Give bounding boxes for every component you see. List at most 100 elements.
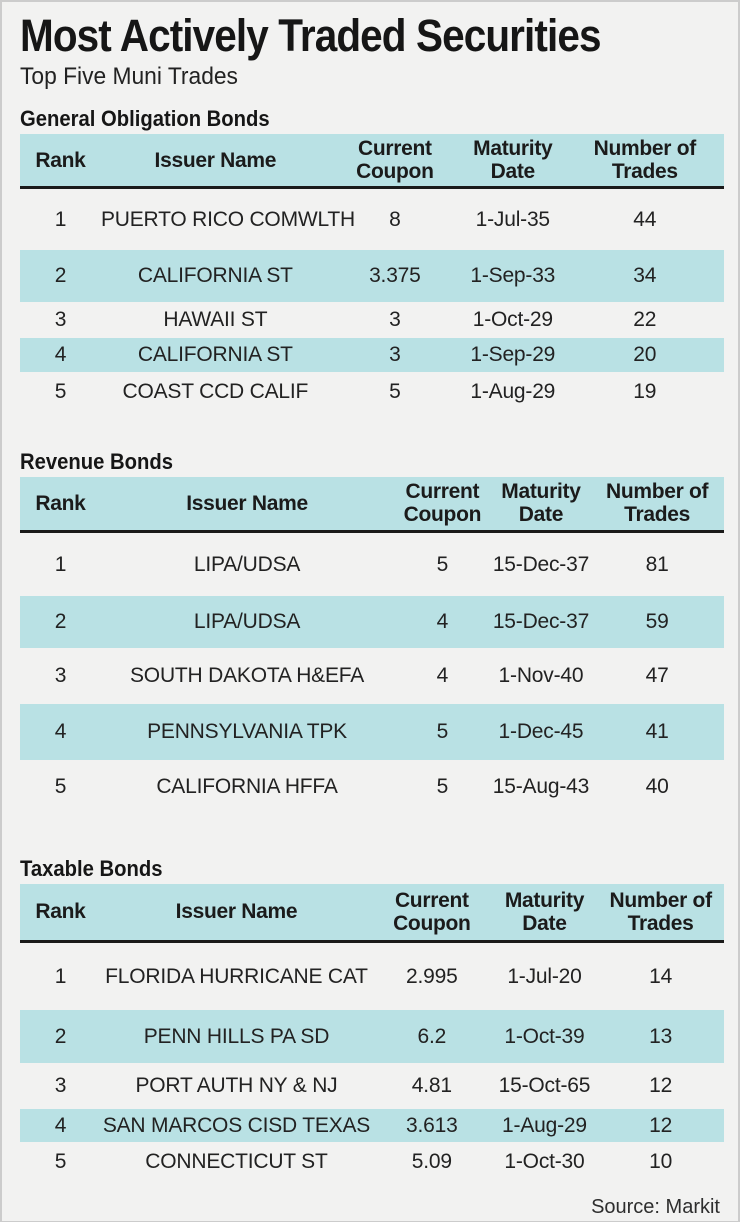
section-heading: Taxable Bonds bbox=[20, 855, 720, 881]
maturity-date-cell: 1-Oct-29 bbox=[472, 308, 553, 331]
taxable-bonds-table: Rank Issuer Name Current Coupon Maturity Da… bbox=[20, 883, 724, 1182]
number-of-trades-cell: 81 bbox=[645, 552, 669, 576]
maturity-date-cell: 15-Oct-65 bbox=[498, 1074, 591, 1097]
number-of-trades-cell: 47 bbox=[645, 664, 669, 687]
issuer-name-cell: PORT AUTH NY & NJ bbox=[135, 1074, 338, 1097]
column-header-number-of-trades: Number of Trades bbox=[565, 134, 724, 189]
page-title: Most Actively Traded Securities bbox=[20, 12, 720, 60]
current-coupon-cell: 5.09 bbox=[411, 1150, 452, 1173]
rank-cell: 2 bbox=[20, 595, 101, 648]
number-of-trades-cell: 34 bbox=[565, 249, 724, 302]
maturity-date-cell: 1-Nov-40 bbox=[498, 664, 584, 687]
column-header-issuer-name: Issuer Name bbox=[100, 883, 372, 943]
table-row: 5 COAST CCD CALIF 5 1-Aug-29 19 bbox=[20, 372, 724, 412]
rank-cell: 3 bbox=[54, 1074, 67, 1097]
issuer-name-cell: CALIFORNIA ST bbox=[100, 249, 330, 302]
current-coupon-cell: 5 bbox=[389, 380, 401, 403]
table-row: 4 SAN MARCOS CISD TEXAS 3.613 1-Aug-29 12 bbox=[20, 1108, 724, 1142]
column-header-rank: Rank bbox=[20, 883, 101, 943]
number-of-trades-cell: 40 bbox=[645, 775, 669, 798]
current-coupon-cell: 3 bbox=[329, 337, 460, 372]
issuer-name-cell: PUERTO RICO COMWLTH bbox=[100, 207, 355, 231]
current-coupon-cell: 5 bbox=[436, 775, 449, 798]
column-header-maturity-date: Maturity Date bbox=[491, 883, 598, 943]
page-title-text: Most Actively Traded Securities bbox=[20, 10, 601, 61]
rank-cell: 1 bbox=[54, 207, 67, 231]
table-row: 2 LIPA/UDSA 4 15-Dec-37 59 bbox=[20, 595, 724, 648]
issuer-name-cell: HAWAII ST bbox=[163, 308, 268, 331]
table-row: 2 PENN HILLS PA SD 6.2 1-Oct-39 13 bbox=[20, 1009, 724, 1063]
table-row: 1 FLORIDA HURRICANE CAT 2.995 1-Jul-20 14 bbox=[20, 942, 724, 1010]
revenue-bonds-table: Rank Issuer Name Current Coupon Maturity Da… bbox=[20, 476, 724, 814]
maturity-date-cell: 1-Aug-29 bbox=[470, 380, 556, 403]
issuer-name-cell: COAST CCD CALIF bbox=[122, 380, 309, 403]
issuer-name-cell: PENN HILLS PA SD bbox=[100, 1009, 372, 1063]
number-of-trades-cell: 22 bbox=[633, 308, 657, 331]
number-of-trades-cell: 10 bbox=[649, 1150, 673, 1173]
section-heading-text: Taxable Bonds bbox=[20, 855, 163, 881]
table-row: 3 HAWAII ST 3 1-Oct-29 22 bbox=[20, 302, 724, 338]
issuer-name-cell: SAN MARCOS CISD TEXAS bbox=[100, 1108, 372, 1142]
number-of-trades-cell: 20 bbox=[565, 337, 724, 372]
current-coupon-cell: 4.81 bbox=[411, 1074, 452, 1097]
current-coupon-cell: 2.995 bbox=[406, 964, 458, 988]
table-row: 3 SOUTH DAKOTA H&EFA 4 1-Nov-40 47 bbox=[20, 648, 724, 704]
rank-cell: 4 bbox=[20, 1108, 101, 1142]
table-row: 1 LIPA/UDSA 5 15-Dec-37 81 bbox=[20, 532, 724, 596]
general-obligation-bonds-table: Rank Issuer Name Current Coupon Maturity Da… bbox=[20, 134, 724, 412]
number-of-trades-cell: 44 bbox=[633, 207, 657, 231]
current-coupon-cell: 3 bbox=[389, 308, 401, 331]
number-of-trades-cell: 12 bbox=[649, 1074, 673, 1097]
table-row: 4 CALIFORNIA ST 3 1-Sep-29 20 bbox=[20, 337, 724, 372]
page-subtitle-text: Top Five Muni Trades bbox=[20, 63, 238, 90]
maturity-date-cell: 1-Jul-20 bbox=[507, 964, 582, 988]
rank-cell: 2 bbox=[20, 249, 101, 302]
table-row: 4 PENNSYLVANIA TPK 5 1-Dec-45 41 bbox=[20, 703, 724, 760]
current-coupon-cell: 8 bbox=[389, 207, 401, 231]
table-row: 3 PORT AUTH NY & NJ 4.81 15-Oct-65 12 bbox=[20, 1063, 724, 1109]
section-general-obligation-bonds: General Obligation Bonds Rank Issuer Name… bbox=[20, 107, 724, 412]
issuer-name-cell: CONNECTICUT ST bbox=[145, 1150, 328, 1173]
rank-cell: 3 bbox=[54, 664, 67, 687]
current-coupon-cell: 4 bbox=[436, 664, 449, 687]
column-header-rank: Rank bbox=[20, 476, 101, 533]
rank-cell: 1 bbox=[54, 552, 67, 576]
table-row: 2 CALIFORNIA ST 3.375 1-Sep-33 34 bbox=[20, 249, 724, 302]
column-header-number-of-trades: Number of Trades bbox=[590, 476, 724, 533]
maturity-date-cell: 15-Dec-37 bbox=[492, 552, 590, 576]
maturity-date-cell: 1-Oct-39 bbox=[491, 1009, 598, 1063]
column-header-issuer-name: Issuer Name bbox=[100, 134, 330, 189]
column-header-maturity-date: Maturity Date bbox=[491, 476, 591, 533]
section-heading: General Obligation Bonds bbox=[20, 107, 720, 131]
maturity-date-cell: 15-Dec-37 bbox=[491, 595, 591, 648]
maturity-date-cell: 1-Aug-29 bbox=[491, 1108, 598, 1142]
maturity-date-cell: 1-Oct-30 bbox=[504, 1150, 585, 1173]
column-header-current-coupon: Current Coupon bbox=[371, 883, 492, 943]
column-header-maturity-date: Maturity Date bbox=[459, 134, 566, 189]
current-coupon-cell: 6.2 bbox=[371, 1009, 492, 1063]
rank-cell: 1 bbox=[54, 964, 67, 988]
current-coupon-cell: 4 bbox=[393, 595, 492, 648]
current-coupon-cell: 3.375 bbox=[329, 249, 460, 302]
page-subtitle: Top Five Muni Trades bbox=[20, 64, 720, 90]
number-of-trades-cell: 12 bbox=[597, 1108, 724, 1142]
table-row: 5 CALIFORNIA HFFA 5 15-Aug-43 40 bbox=[20, 760, 724, 814]
issuer-name-cell: FLORIDA HURRICANE CAT bbox=[105, 964, 368, 988]
rank-cell: 5 bbox=[54, 380, 67, 403]
number-of-trades-cell: 19 bbox=[633, 380, 657, 403]
maturity-date-cell: 1-Jul-35 bbox=[475, 207, 550, 231]
section-heading-text: General Obligation Bonds bbox=[20, 106, 270, 131]
current-coupon-cell: 5 bbox=[393, 703, 492, 760]
issuer-name-cell: PENNSYLVANIA TPK bbox=[100, 703, 394, 760]
rank-cell: 4 bbox=[20, 337, 101, 372]
column-header-rank: Rank bbox=[20, 134, 101, 189]
number-of-trades-cell: 14 bbox=[649, 964, 673, 988]
column-header-number-of-trades: Number of Trades bbox=[597, 883, 724, 943]
section-revenue-bonds: Revenue Bonds Rank Issuer Name Current Cou… bbox=[20, 449, 724, 814]
column-header-current-coupon: Current Coupon bbox=[329, 134, 460, 189]
source-attribution: Source: Markit bbox=[591, 1195, 720, 1218]
rank-cell: 2 bbox=[20, 1009, 101, 1063]
section-heading: Revenue Bonds bbox=[20, 449, 720, 474]
issuer-name-cell: LIPA/UDSA bbox=[193, 552, 301, 576]
